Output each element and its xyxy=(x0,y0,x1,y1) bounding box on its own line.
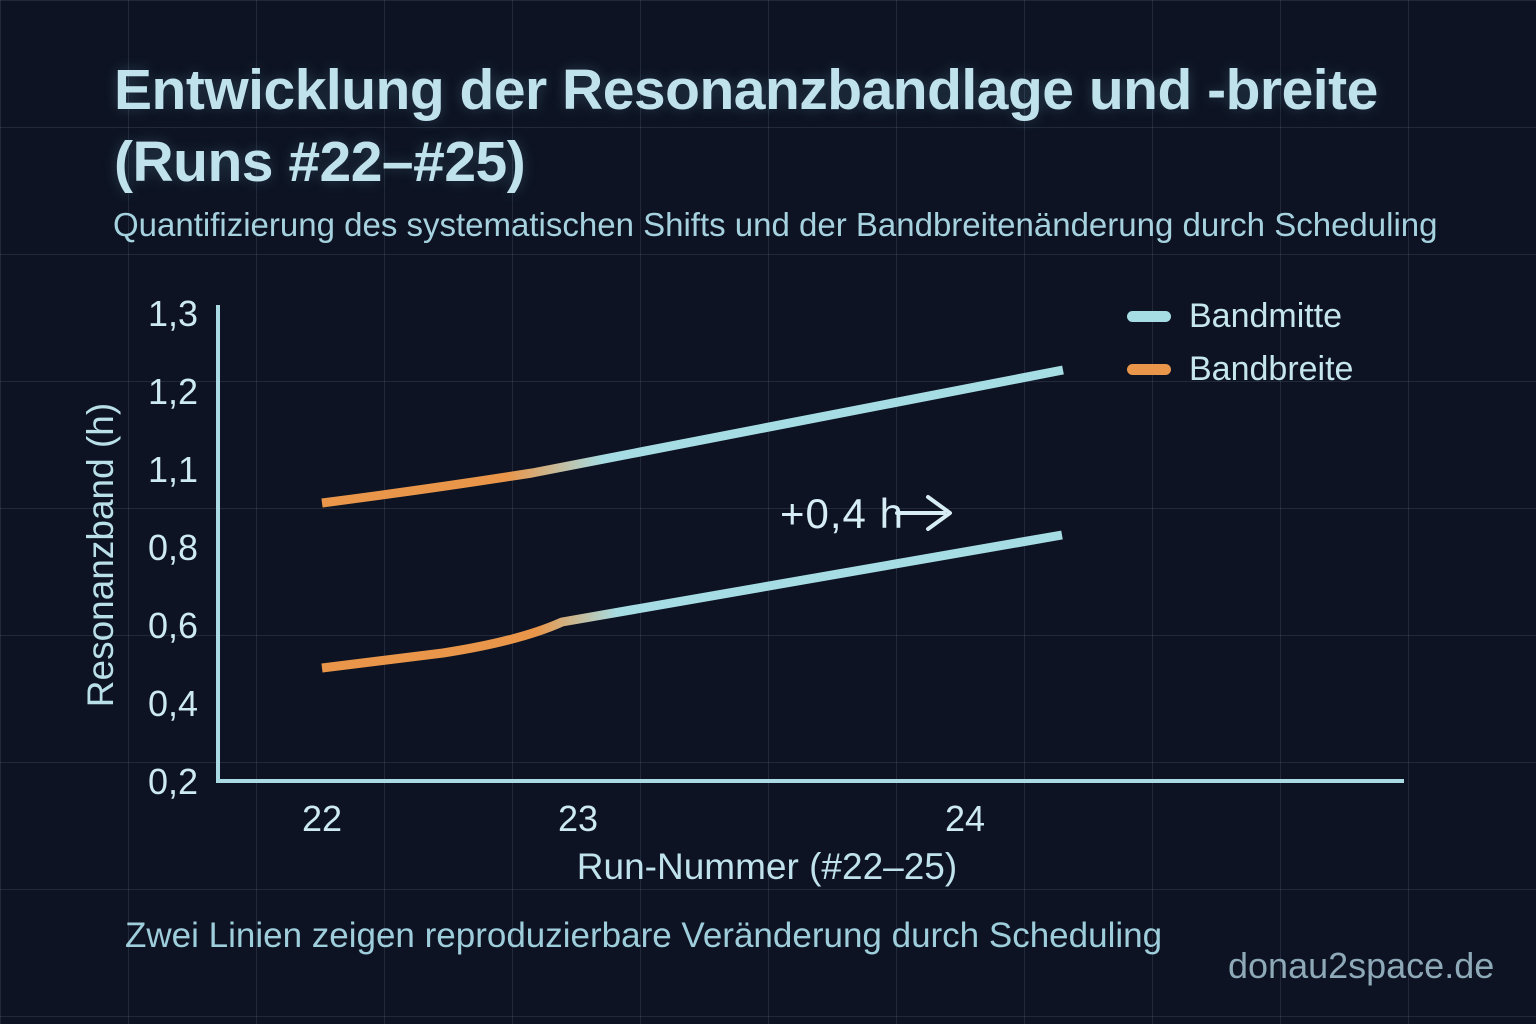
y-tick-label: 1,3 xyxy=(147,293,198,334)
x-tick-label: 24 xyxy=(944,798,986,839)
y-tick-label: 0,2 xyxy=(147,761,198,802)
y-axis-label: Resonanzband (h) xyxy=(80,402,121,708)
bandmitte-line xyxy=(321,365,1064,508)
shift-annotation: +0,4 h xyxy=(780,490,904,537)
page-title-line2: (Runs #22–#25) xyxy=(114,130,526,194)
watermark: donau2space.de xyxy=(1228,945,1495,986)
figure-caption: Zwei Linien zeigen reproduzierbare Verän… xyxy=(125,916,1163,955)
legend-item-bandmitte: Bandmitte xyxy=(1127,296,1353,336)
bandmitte-swatch-icon xyxy=(1127,310,1171,322)
arrow-right-icon xyxy=(895,495,952,531)
x-tick-label: 22 xyxy=(301,798,343,839)
y-tick-label: 0,4 xyxy=(147,683,198,724)
y-tick-label: 1,1 xyxy=(147,449,198,490)
legend-label: Bandmitte xyxy=(1189,297,1343,335)
bandbreite-swatch-icon xyxy=(1127,363,1171,375)
x-axis-label: Run-Nummer (#22–25) xyxy=(576,846,958,887)
page-title-line1: Entwicklung der Resonanzbandlage und -br… xyxy=(114,58,1378,122)
y-tick-label: 0,8 xyxy=(147,527,198,568)
axis-lines xyxy=(216,305,1404,783)
page-subtitle: Quantifizierung des systematischen Shift… xyxy=(113,206,1438,243)
x-tick-label: 23 xyxy=(557,798,599,839)
legend-item-bandbreite: Bandbreite xyxy=(1127,349,1353,389)
bandbreite-line xyxy=(321,530,1063,673)
page-title: Entwicklung der Resonanzbandlage und -br… xyxy=(114,54,1378,198)
y-tick-label: 1,2 xyxy=(147,371,198,412)
legend-label: Bandbreite xyxy=(1189,350,1354,388)
y-tick-label: 0,6 xyxy=(147,605,198,646)
legend: Bandmitte Bandbreite xyxy=(1127,296,1353,402)
